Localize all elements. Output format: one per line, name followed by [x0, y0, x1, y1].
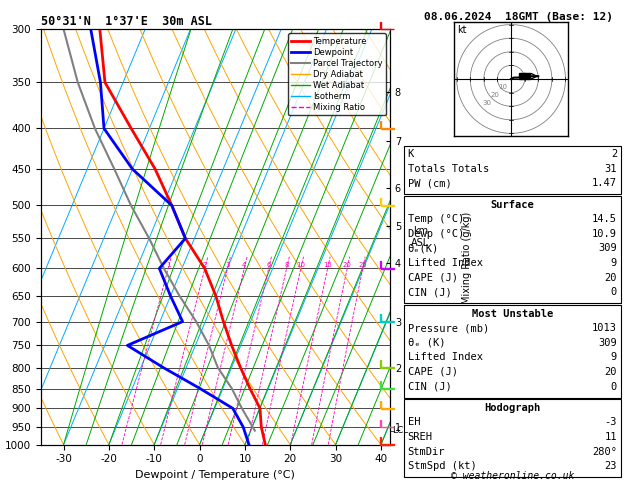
Text: 31: 31 — [604, 164, 617, 174]
Text: Hodograph: Hodograph — [484, 403, 540, 413]
Text: CIN (J): CIN (J) — [408, 287, 452, 297]
Text: Temp (°C): Temp (°C) — [408, 214, 464, 225]
Text: CAPE (J): CAPE (J) — [408, 273, 457, 283]
Text: kt: kt — [457, 25, 466, 35]
Text: 0: 0 — [611, 287, 617, 297]
Text: StmSpd (kt): StmSpd (kt) — [408, 461, 476, 471]
Text: 8: 8 — [284, 262, 289, 268]
Text: 25: 25 — [359, 262, 367, 268]
Text: 0: 0 — [611, 382, 617, 392]
Text: 23: 23 — [604, 461, 617, 471]
Text: 14.5: 14.5 — [592, 214, 617, 225]
Text: θₑ (K): θₑ (K) — [408, 338, 445, 348]
Text: Dewp (°C): Dewp (°C) — [408, 229, 464, 239]
Text: 1: 1 — [166, 262, 170, 268]
Text: 309: 309 — [598, 338, 617, 348]
Text: 50°31'N  1°37'E  30m ASL: 50°31'N 1°37'E 30m ASL — [41, 15, 212, 28]
Text: θₑ(K): θₑ(K) — [408, 243, 439, 254]
Text: 6: 6 — [267, 262, 271, 268]
Text: Most Unstable: Most Unstable — [472, 309, 553, 319]
Text: Totals Totals: Totals Totals — [408, 164, 489, 174]
Text: 2: 2 — [611, 149, 617, 159]
Text: K: K — [408, 149, 414, 159]
Text: © weatheronline.co.uk: © weatheronline.co.uk — [451, 471, 574, 481]
Legend: Temperature, Dewpoint, Parcel Trajectory, Dry Adiabat, Wet Adiabat, Isotherm, Mi: Temperature, Dewpoint, Parcel Trajectory… — [288, 34, 386, 116]
Text: 20: 20 — [343, 262, 352, 268]
Text: 280°: 280° — [592, 447, 617, 457]
Text: Surface: Surface — [491, 200, 534, 210]
Text: LCL: LCL — [392, 426, 408, 435]
Text: 10.9: 10.9 — [592, 229, 617, 239]
Text: CIN (J): CIN (J) — [408, 382, 452, 392]
Text: 4: 4 — [242, 262, 247, 268]
Text: 08.06.2024  18GMT (Base: 12): 08.06.2024 18GMT (Base: 12) — [425, 12, 613, 22]
Text: 9: 9 — [611, 258, 617, 268]
Text: Lifted Index: Lifted Index — [408, 258, 482, 268]
Text: Mixing Ratio (g/kg): Mixing Ratio (g/kg) — [462, 211, 472, 304]
Text: SREH: SREH — [408, 432, 433, 442]
Text: 10: 10 — [498, 84, 508, 90]
Text: PW (cm): PW (cm) — [408, 178, 452, 189]
Text: 309: 309 — [598, 243, 617, 254]
Text: Pressure (mb): Pressure (mb) — [408, 323, 489, 333]
Y-axis label: hPa: hPa — [0, 227, 3, 247]
Text: EH: EH — [408, 417, 420, 428]
Text: 20: 20 — [604, 273, 617, 283]
Text: 11: 11 — [604, 432, 617, 442]
X-axis label: Dewpoint / Temperature (°C): Dewpoint / Temperature (°C) — [135, 470, 296, 480]
Text: StmDir: StmDir — [408, 447, 445, 457]
Y-axis label: km
ASL: km ASL — [411, 226, 430, 248]
Text: 1013: 1013 — [592, 323, 617, 333]
Text: Lifted Index: Lifted Index — [408, 352, 482, 363]
Text: CAPE (J): CAPE (J) — [408, 367, 457, 377]
Text: 10: 10 — [296, 262, 305, 268]
Text: 1.47: 1.47 — [592, 178, 617, 189]
Text: -3: -3 — [604, 417, 617, 428]
Text: 9: 9 — [611, 352, 617, 363]
Text: 15: 15 — [323, 262, 332, 268]
Text: 30: 30 — [482, 101, 491, 106]
Text: 20: 20 — [604, 367, 617, 377]
Text: 20: 20 — [490, 92, 499, 98]
Text: 2: 2 — [203, 262, 207, 268]
Text: 3: 3 — [225, 262, 230, 268]
